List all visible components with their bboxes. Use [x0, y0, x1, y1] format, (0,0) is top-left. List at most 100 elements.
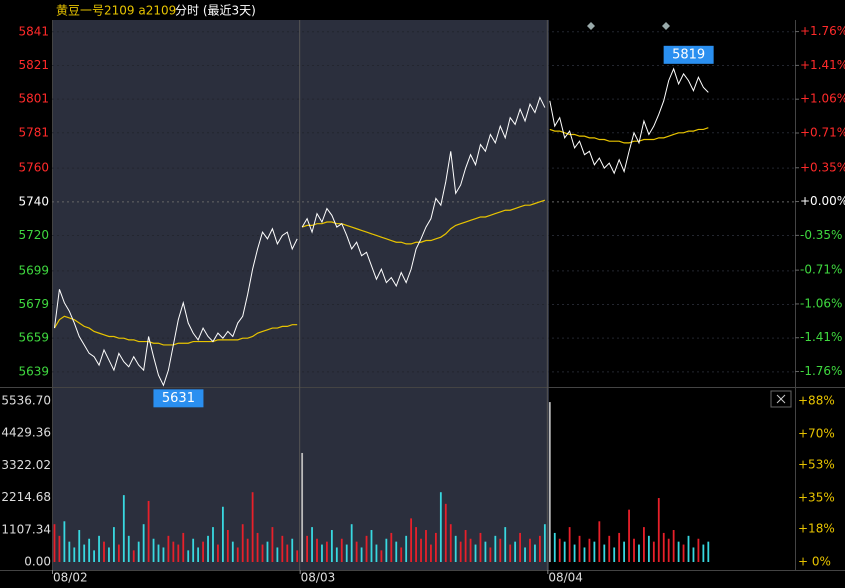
volume-bar — [355, 541, 358, 563]
volume-bar — [63, 521, 66, 563]
volume-bar — [553, 532, 556, 563]
volume-bar — [667, 538, 670, 563]
volume-bar — [405, 535, 408, 563]
y-tick-label: 5801 — [18, 92, 49, 106]
volume-bar — [365, 535, 368, 563]
volume-bar — [548, 402, 551, 563]
y2-tick-label: -0.71% — [800, 263, 842, 277]
volume-bar — [395, 541, 398, 563]
y-tick-label: 5781 — [18, 125, 49, 139]
volume-bar — [434, 532, 437, 563]
y-tick-label: 5740 — [18, 194, 49, 208]
volume-bar — [212, 527, 214, 563]
y2-tick-label: +0.71% — [800, 125, 845, 139]
volume-bar — [657, 498, 660, 563]
y-tick-label: 5720 — [18, 228, 49, 242]
volume-bar — [573, 544, 576, 563]
volume-bar — [306, 535, 308, 563]
price-callout-box — [663, 45, 714, 64]
volume-bar — [53, 524, 56, 563]
volume-bar — [152, 538, 155, 563]
volume-bar — [132, 550, 135, 563]
volume-tick-label: 2214.68 — [1, 490, 51, 504]
volume-bar — [400, 547, 403, 563]
price-callout: 5819 — [672, 47, 705, 62]
volume-y2-tick-label: +70% — [798, 426, 835, 440]
y-tick-label: 5659 — [18, 331, 49, 345]
volume-y2-tick-label: +35% — [798, 490, 835, 504]
price-line — [301, 96, 546, 288]
volume-bar — [524, 547, 526, 563]
volume-y2-tick-label: +88% — [798, 393, 835, 407]
volume-y2-tick-label: +18% — [798, 522, 835, 536]
volume-bar — [380, 550, 383, 563]
volume-bar — [543, 524, 546, 563]
volume-bar — [58, 535, 61, 563]
price-callout: 5631 — [162, 391, 195, 406]
volume-bar — [692, 547, 695, 563]
volume-bar — [425, 530, 427, 563]
y2-tick-label: -1.41% — [800, 330, 842, 344]
volume-bar — [509, 544, 512, 563]
volume-bar — [499, 538, 502, 563]
close-button[interactable] — [770, 390, 792, 408]
volume-bar — [68, 541, 71, 563]
volume-bar — [296, 550, 299, 563]
volume-bar — [494, 535, 497, 563]
volume-bar — [157, 544, 160, 563]
volume-bar — [162, 547, 165, 563]
volume-bar — [177, 544, 180, 563]
volume-bar — [479, 532, 482, 563]
volume-bar — [207, 535, 209, 563]
volume-bar — [187, 550, 190, 563]
volume-bar — [464, 530, 467, 563]
avg-line — [301, 199, 546, 245]
volume-bar — [167, 535, 170, 563]
volume-bar — [687, 535, 690, 563]
volume-bar — [360, 547, 363, 563]
volume-bar — [613, 547, 616, 563]
volume-bar — [623, 541, 626, 563]
volume-bar — [147, 500, 150, 563]
chart-subtitle: 分时 (最近3天) — [175, 4, 256, 18]
volume-bar — [286, 544, 289, 563]
y-tick-label: 5679 — [18, 297, 49, 311]
volume-bar — [647, 535, 650, 563]
volume-bar — [677, 541, 680, 563]
volume-bar — [98, 535, 100, 563]
volume-bar — [231, 541, 234, 563]
volume-bar — [410, 518, 413, 563]
close-icon[interactable] — [776, 394, 786, 404]
y-tick-label: 5760 — [18, 161, 49, 175]
volume-bar — [311, 527, 313, 563]
y-tick-label: 5699 — [18, 263, 49, 277]
volume-tick-label: 1107.34 — [1, 522, 51, 536]
volume-bar — [390, 532, 393, 563]
y2-tick-label: +0.35% — [800, 160, 845, 174]
x-tick-label: 08/02 — [53, 571, 88, 585]
volume-bar — [672, 530, 675, 563]
volume-bar — [539, 535, 541, 563]
volume-bar — [256, 532, 259, 563]
volume-tick-label: 0.00 — [24, 555, 51, 569]
volume-bar — [321, 544, 323, 563]
volume-y2-tick-label: +53% — [798, 458, 835, 472]
volume-bar — [330, 530, 333, 563]
volume-tick-label: 5536.70 — [1, 394, 51, 408]
price-callout-box — [153, 389, 204, 408]
volume-tick-label: 4429.36 — [1, 426, 51, 440]
volume-bar — [415, 527, 417, 563]
volume-bar — [484, 541, 487, 563]
volume-bar — [326, 541, 328, 563]
volume-bar — [345, 544, 348, 563]
y2-tick-label: -1.76% — [800, 364, 842, 378]
volume-bar — [113, 527, 115, 563]
y-tick-label: 5639 — [18, 364, 49, 378]
volume-bar — [266, 541, 269, 563]
volume-bar — [246, 538, 249, 563]
volume-bar — [385, 538, 388, 563]
volume-bar — [608, 535, 611, 563]
volume-bar — [221, 506, 224, 563]
volume-bar — [628, 509, 630, 563]
volume-bar — [137, 541, 140, 563]
